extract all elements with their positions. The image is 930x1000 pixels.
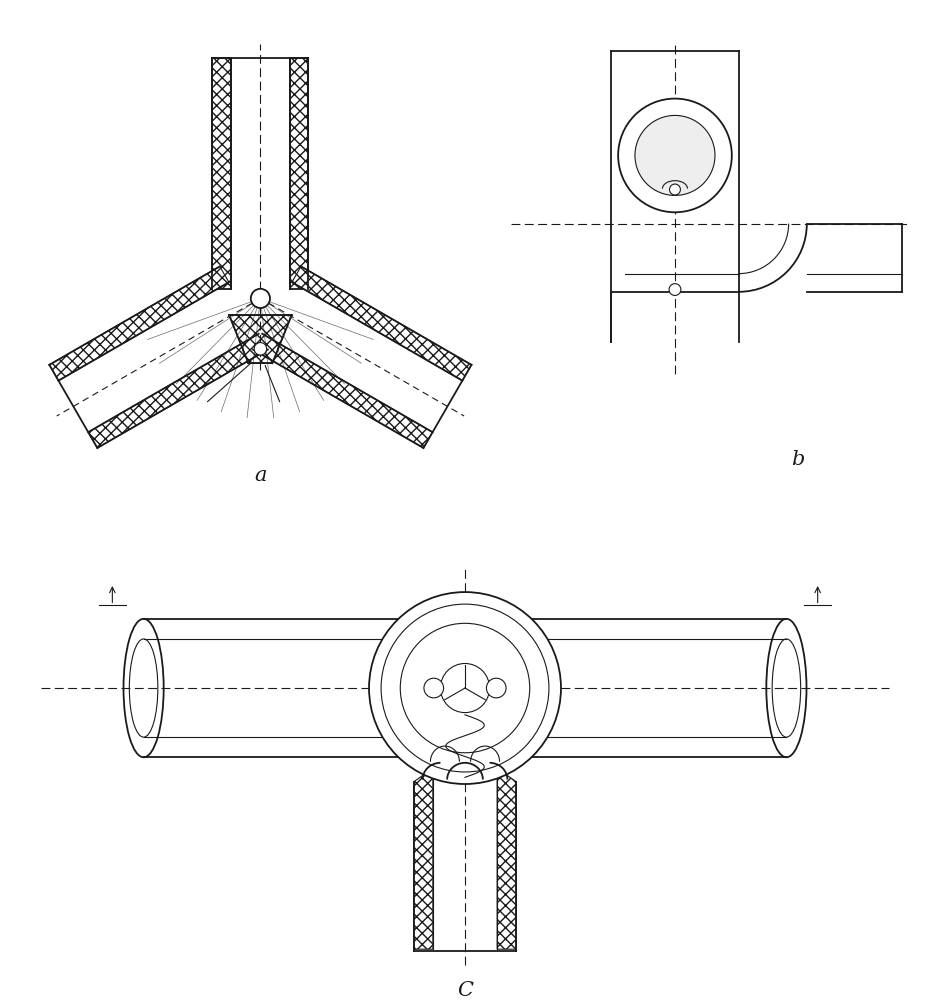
Circle shape [400, 623, 530, 753]
Polygon shape [212, 58, 231, 289]
Circle shape [251, 289, 270, 308]
Text: b: b [791, 450, 804, 469]
Polygon shape [49, 266, 229, 381]
Circle shape [381, 604, 549, 772]
Circle shape [424, 678, 444, 698]
Polygon shape [229, 315, 292, 363]
Circle shape [486, 678, 506, 698]
Polygon shape [253, 334, 432, 448]
Polygon shape [290, 58, 309, 289]
Text: C: C [457, 981, 473, 1000]
Circle shape [254, 343, 267, 355]
Polygon shape [414, 768, 432, 949]
Text: a: a [254, 466, 267, 485]
Polygon shape [88, 334, 268, 448]
Circle shape [669, 284, 681, 295]
Circle shape [369, 592, 561, 784]
Circle shape [441, 663, 489, 713]
Circle shape [618, 99, 732, 212]
Polygon shape [498, 768, 516, 949]
Circle shape [670, 184, 681, 195]
Circle shape [635, 115, 715, 195]
Polygon shape [292, 266, 472, 381]
